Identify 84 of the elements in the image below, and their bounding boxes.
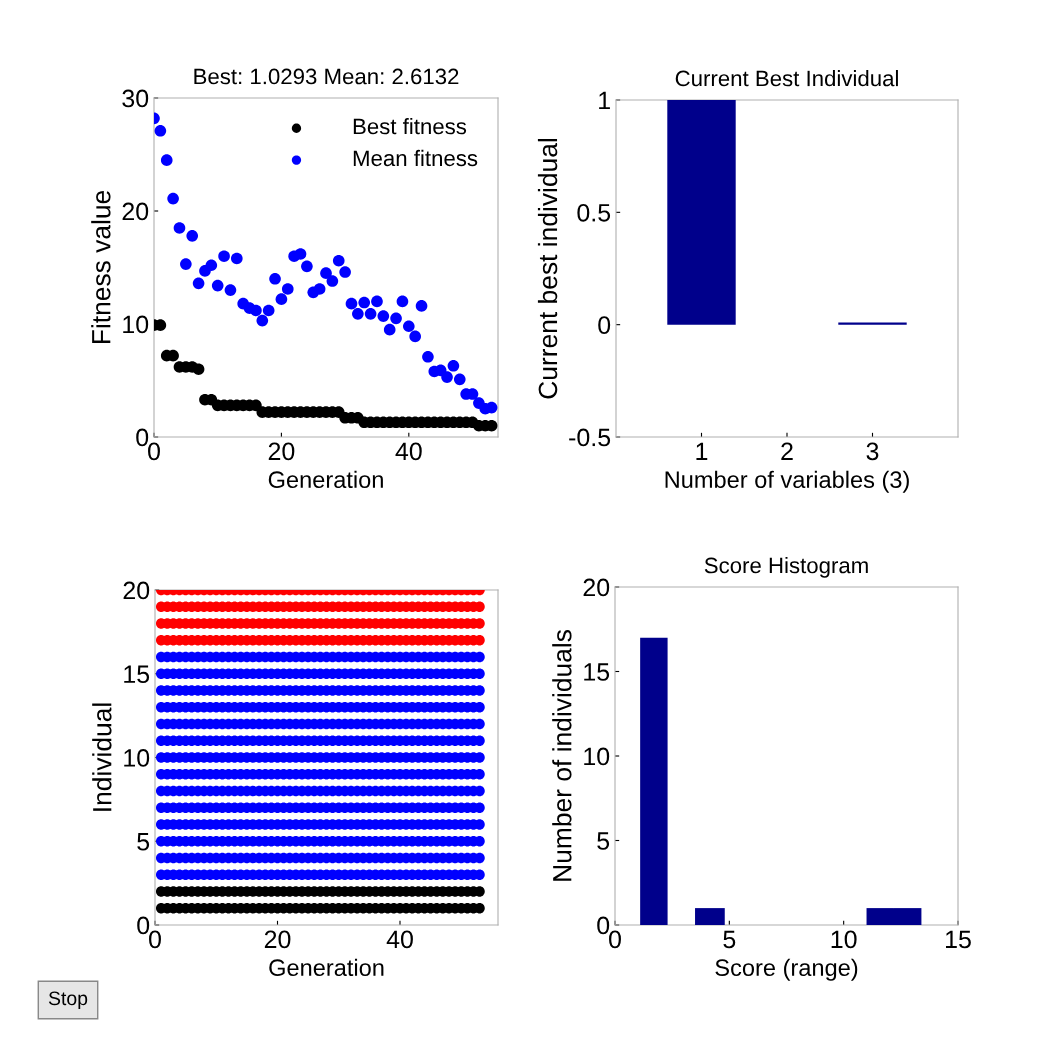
point <box>377 310 390 322</box>
point <box>269 272 281 285</box>
y-axis-title: Fitness value <box>91 190 111 344</box>
x-tick-label: 5 <box>723 930 736 949</box>
point <box>167 192 179 205</box>
point <box>447 360 460 372</box>
x-tick-label: 20 <box>264 930 291 949</box>
y-tick-label: 30 <box>122 89 149 108</box>
point <box>320 267 332 279</box>
point <box>441 371 453 383</box>
legend-label: Best fitness <box>353 118 467 135</box>
point <box>192 363 205 376</box>
point <box>256 314 269 327</box>
point <box>364 308 377 320</box>
point <box>281 283 294 295</box>
x-tick-label: 40 <box>386 930 413 949</box>
point <box>371 295 383 308</box>
point <box>352 308 364 320</box>
x-axis-title: Generation <box>269 958 384 977</box>
point <box>422 350 434 363</box>
y-tick-label: 15 <box>584 663 610 681</box>
point <box>313 283 326 295</box>
point <box>453 373 466 386</box>
x-axis-title: Number of variables (3) <box>665 470 909 493</box>
x-tick-label: 20 <box>268 442 295 461</box>
chart-title: Best: 1.0293 Mean: 2.6132 <box>194 68 459 85</box>
chart-title: Current Best Individual <box>675 70 898 87</box>
y-tick-label: 10 <box>123 315 149 334</box>
point <box>211 279 224 292</box>
point <box>160 154 173 166</box>
y-tick-label: 20 <box>123 581 150 600</box>
point <box>358 296 371 309</box>
y-tick-label: 5 <box>597 832 610 850</box>
y-tick-label: 10 <box>584 747 610 766</box>
point <box>326 275 339 287</box>
point <box>154 124 167 137</box>
y-tick-label: 0 <box>598 316 611 334</box>
point <box>301 260 313 273</box>
x-axis-title: Score (range) <box>715 958 858 981</box>
point <box>403 320 415 333</box>
point <box>180 258 192 270</box>
point <box>332 254 345 267</box>
y-tick-label: -0.5 <box>569 428 611 447</box>
y-tick-label: 20 <box>583 578 610 597</box>
x-tick-label: 3 <box>866 442 879 461</box>
point <box>294 248 307 260</box>
point <box>218 250 230 263</box>
y-tick-label: 0 <box>137 916 150 935</box>
x-tick-label: 2 <box>781 442 793 460</box>
point <box>224 284 237 296</box>
y-axis-title: Current best individual <box>537 138 558 399</box>
point <box>250 304 262 317</box>
point <box>396 295 409 308</box>
x-tick-label: 10 <box>831 930 857 949</box>
point <box>262 304 275 317</box>
point <box>383 323 396 336</box>
y-tick-label: 0 <box>597 916 610 935</box>
text: Stop <box>48 991 88 1010</box>
x-tick-label: 40 <box>395 442 422 461</box>
x-tick-label: 1 <box>696 442 708 460</box>
point <box>415 300 428 312</box>
y-tick-label: 0 <box>136 428 149 447</box>
y-tick-label: 10 <box>124 749 150 767</box>
x-tick-label: 15 <box>946 930 971 949</box>
point <box>231 252 243 265</box>
x-axis-title: Generation <box>268 470 383 489</box>
legend-label: Mean fitness <box>353 149 478 167</box>
y-tick-label: 20 <box>122 202 149 221</box>
y-tick-label: 1 <box>599 91 610 110</box>
y-tick-label: 5 <box>137 833 150 851</box>
point <box>186 230 199 242</box>
point <box>205 259 218 272</box>
point <box>339 266 351 278</box>
point <box>275 293 288 305</box>
y-axis-title: Individual <box>92 703 112 811</box>
chart-title: Score Histogram <box>704 557 868 578</box>
point <box>192 277 205 290</box>
y-tick-label: 15 <box>124 665 150 684</box>
point <box>390 312 402 325</box>
point <box>409 330 421 343</box>
point <box>345 297 358 310</box>
point <box>173 222 186 234</box>
y-tick-label: 0.5 <box>577 203 611 222</box>
y-axis-title: Number of individuals <box>552 630 572 881</box>
